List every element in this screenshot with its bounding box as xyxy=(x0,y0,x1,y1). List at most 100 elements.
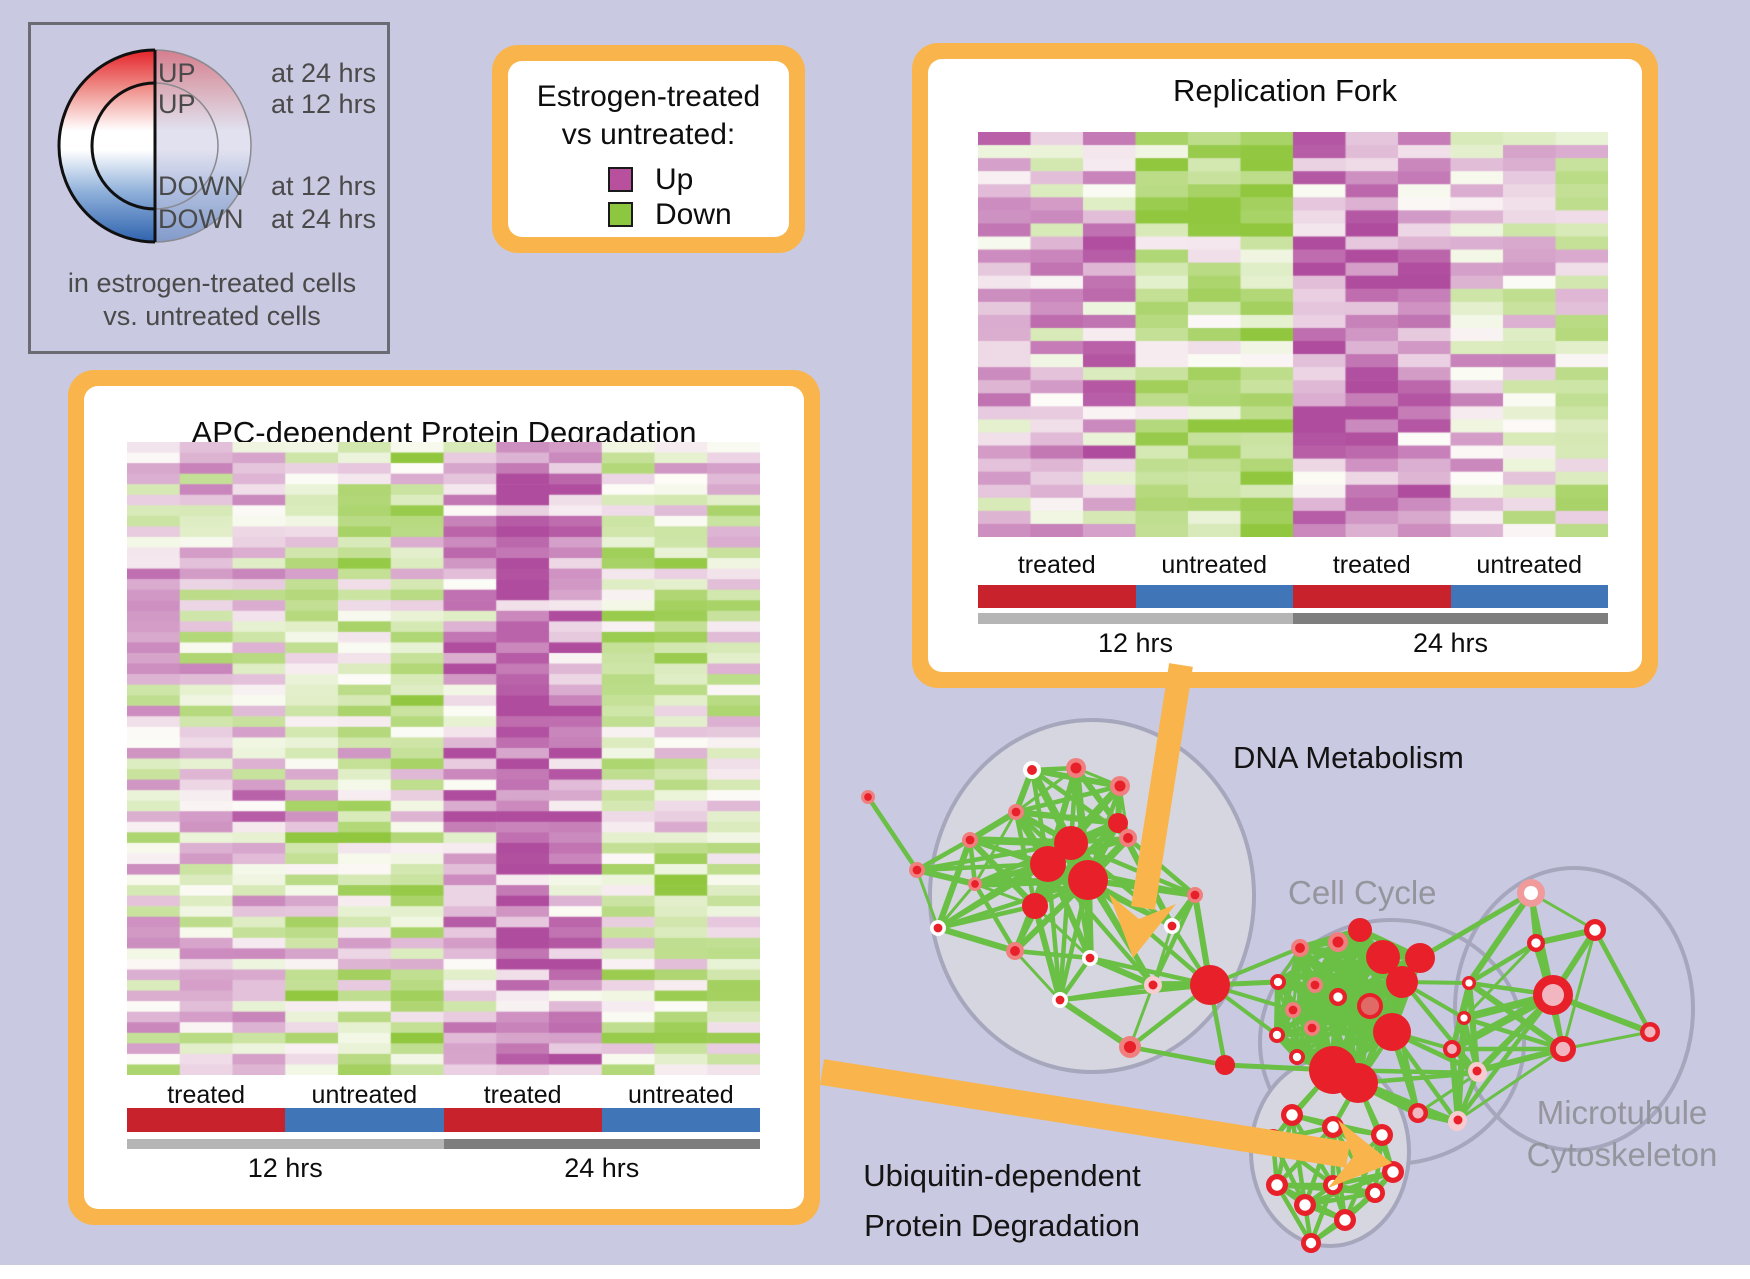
rf-group-label-treated: treated xyxy=(1332,551,1411,579)
network-edge xyxy=(1476,1045,1564,1075)
up-color-swatch xyxy=(608,167,633,192)
network-edge xyxy=(915,837,972,873)
network-edge xyxy=(1462,941,1538,1020)
apc-group-label-untreated: untreated xyxy=(628,1081,734,1109)
network-node-core-u3 xyxy=(1267,1134,1279,1146)
network-node-d23 xyxy=(1215,1055,1235,1075)
ratio-caption-line2: vs. untreated cells xyxy=(103,301,321,331)
apc-condition-bar-untreated xyxy=(285,1108,444,1132)
rf-time-bar-24 hrs xyxy=(1293,613,1608,624)
rf-condition-bar-treated xyxy=(1293,585,1451,608)
rf-condition-bar-treated xyxy=(978,585,1136,608)
network-node-core-m6 xyxy=(1555,1041,1571,1057)
rf-time-label-24 hrs: 24 hrs xyxy=(1412,628,1489,658)
network-node-c2 xyxy=(1348,918,1372,942)
network-node-d13 xyxy=(1068,860,1108,900)
network-node-core-d8 xyxy=(1114,780,1126,792)
network-node-c16 xyxy=(1338,1063,1378,1103)
network-node-core-m10 xyxy=(1453,1115,1463,1125)
network-edge xyxy=(1128,984,1155,1048)
cluster-label-cell-cycle: Cell Cycle xyxy=(1288,874,1437,911)
network-node-core-d2 xyxy=(933,923,943,933)
network-node-core-d17 xyxy=(1167,921,1177,931)
apc-group-label-treated: treated xyxy=(483,1081,562,1109)
network-edge xyxy=(1046,862,1155,987)
network-edge xyxy=(1273,981,1282,1036)
down-color-swatch xyxy=(608,202,633,227)
cluster-label-ubiquitin-line2: Protein Degradation xyxy=(864,1208,1140,1243)
network-node-core-u9 xyxy=(1339,1214,1351,1226)
network-edge xyxy=(1467,941,1538,985)
network-edge xyxy=(936,862,1050,930)
network-edge xyxy=(936,883,977,929)
ratio-legend-box: UP at 24 hrs UP at 12 hrs DOWN at 12 hrs… xyxy=(28,22,390,354)
network-edge xyxy=(935,838,973,930)
network-edge xyxy=(1357,1070,1479,1086)
network-edge xyxy=(866,795,919,872)
network-node-core-d20 xyxy=(1123,1040,1137,1054)
network-edge xyxy=(1561,929,1597,1050)
network-edge xyxy=(937,925,1016,954)
network-node-core-d19 xyxy=(1148,980,1158,990)
network-edge xyxy=(1045,863,1063,1001)
network-node-core-d7 xyxy=(1070,762,1082,774)
ratio-circles-graphic xyxy=(57,48,252,244)
apc-time-bar-12 hrs xyxy=(127,1139,444,1149)
rf-panel-title: Replication Fork xyxy=(1173,73,1397,108)
network-node-core-c5 xyxy=(1333,992,1343,1002)
network-node-core-c1 xyxy=(1332,936,1344,948)
cluster-label-microtubule: Microtubule xyxy=(1536,1094,1708,1131)
network-node-core-m7 xyxy=(1644,1026,1656,1038)
network-edge xyxy=(1308,1184,1336,1244)
ratio-down12-time: at 12 hrs xyxy=(271,171,377,201)
network-edge xyxy=(1089,955,1211,988)
updown-legend-title-line1: Estrogen-treated xyxy=(536,80,761,113)
network-edge xyxy=(969,837,1089,883)
network-edge xyxy=(1335,941,1361,1084)
ratio-down24-dir: DOWN xyxy=(158,204,244,234)
network-edge xyxy=(1456,993,1555,1122)
network-edge xyxy=(937,877,1089,931)
network-node-core-d6 xyxy=(1027,765,1037,775)
network-node-core-c6 xyxy=(1288,1005,1298,1015)
network-edge xyxy=(1275,1183,1313,1245)
network-node-core-u0 xyxy=(1286,1109,1298,1121)
network-node-core-m3 xyxy=(1465,979,1473,987)
apc-condition-bar-treated xyxy=(127,1108,286,1132)
network-edge xyxy=(916,861,1049,873)
network-node-core-d16 xyxy=(1085,953,1095,963)
network-node-c10 xyxy=(1366,940,1400,974)
network-edge xyxy=(1013,949,1062,1002)
network-node-core-m1 xyxy=(1589,924,1601,936)
network-node-core-m2 xyxy=(1531,938,1541,948)
replication-fork-heatmap xyxy=(978,132,1608,537)
network-node-core-u8 xyxy=(1299,1199,1311,1211)
network-edge xyxy=(1029,768,1091,882)
network-node-core-u5 xyxy=(1271,1179,1283,1191)
network-node-d22 xyxy=(1190,965,1230,1005)
network-edge xyxy=(968,809,1018,843)
rf-condition-bar-untreated xyxy=(1135,585,1293,608)
cluster-label-cytoskeleton: Cytoskeleton xyxy=(1526,1136,1718,1173)
network-edge xyxy=(973,882,1017,953)
network-node-core-u10 xyxy=(1305,1237,1317,1249)
rf-group-label-treated: treated xyxy=(1017,551,1096,579)
network-node-core-c7 xyxy=(1307,1023,1317,1033)
network-node-core-c3 xyxy=(1273,977,1283,987)
apc-time-label-24 hrs: 24 hrs xyxy=(564,1153,640,1183)
updown-legend-box: Estrogen-treated vs untreated: Up Down xyxy=(492,45,805,253)
network-node-core-u6 xyxy=(1327,1179,1339,1191)
network-edge xyxy=(1274,947,1303,1036)
network-node-core-m8 xyxy=(1447,1044,1457,1054)
ratio-down24-time: at 24 hrs xyxy=(271,204,377,234)
network-node-c14 xyxy=(1373,1013,1411,1051)
network-node-core-m9 xyxy=(1472,1066,1482,1076)
network-node-core-d18 xyxy=(1190,890,1200,900)
network-edge xyxy=(1418,890,1533,961)
ratio-up12-dir: UP xyxy=(158,89,196,119)
network-node-core-d3 xyxy=(965,835,975,845)
apc-condition-bar-treated xyxy=(443,1108,602,1132)
network-edge xyxy=(1276,1004,1371,1037)
cluster-label-ubiquitin-line1: Ubiquitin-dependent xyxy=(863,1158,1141,1193)
